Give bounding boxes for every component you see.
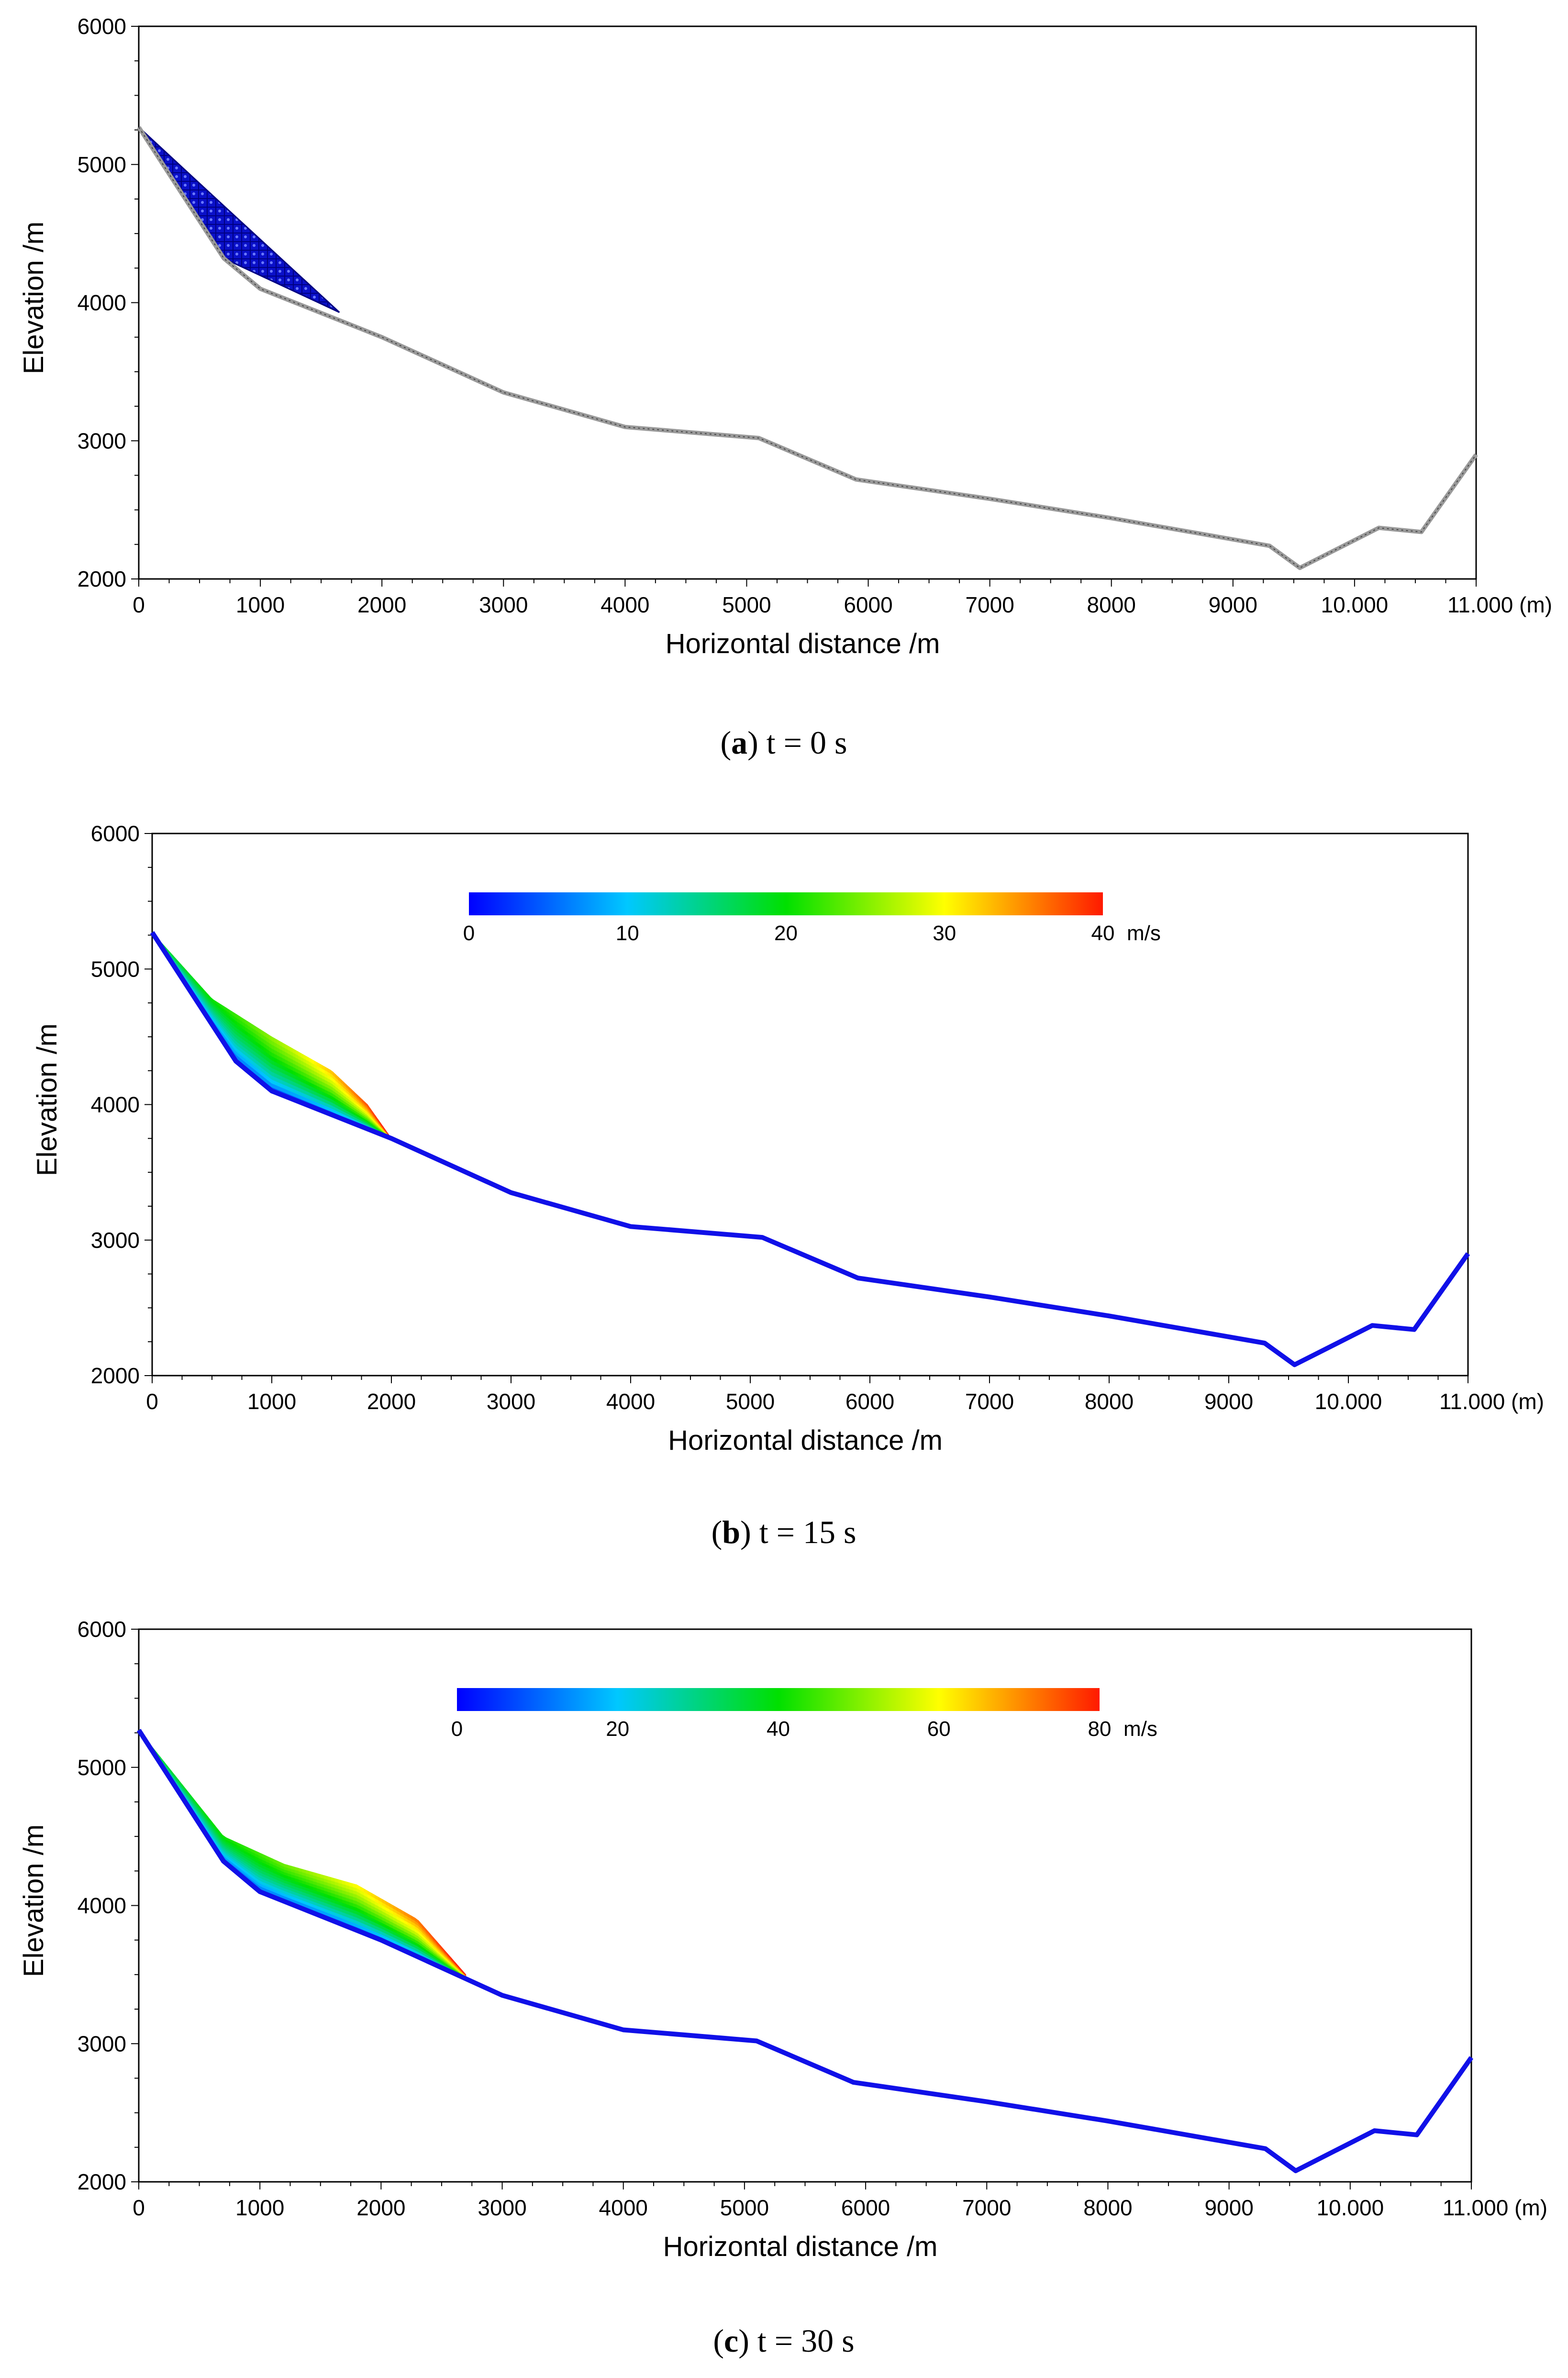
terrain-profile [150,931,1470,1367]
x-tick-label: 5000 [722,592,771,617]
y-tick-label: 2000 [91,1363,140,1388]
y-tick-label: 6000 [78,1617,126,1642]
y-axis-label: Elevation /m [32,1023,63,1176]
x-tick-label: 2000 [367,1389,416,1414]
colorbar-unit: m/s [1123,1717,1157,1741]
colorbar [469,892,1103,915]
x-tick-label: 9000 [1204,2195,1253,2220]
y-tick-label: 4000 [78,290,126,315]
panel-b: 0 1000 2000 3000 4000 5000 6000 7000 8000 9000 10.… [32,821,1544,1550]
y-tick-label: 6000 [78,14,126,39]
panel-caption: (a) t = 0 s [720,724,847,761]
x-axis-label: Horizontal distance /m [668,1425,943,1456]
x-tick-label: 2000 [357,592,406,617]
colorbar-tick-label: 20 [774,922,798,945]
terrain-profile [136,1729,1474,2173]
colorbar-unit: m/s [1127,922,1161,945]
plot-frame [151,833,1469,1377]
x-tick-label: 0 [133,2195,145,2220]
plot-frame [138,25,1477,580]
colorbar-tick-label: 40 [767,1717,790,1741]
x-tick-label: 9000 [1204,1389,1253,1414]
y-tick-label: 5000 [91,956,140,981]
x-tick-label: 7000 [962,2195,1011,2220]
colorbar-tick-label: 60 [927,1717,951,1741]
x-tick-label: 4000 [599,2195,648,2220]
x-tick-label: 7000 [965,1389,1014,1414]
panel-c: 0 1000 2000 3000 4000 5000 6000 7000 8000 9000 10.… [18,1617,1547,2359]
x-tick-label: 6000 [844,592,892,617]
colorbar-tick-label: 20 [606,1717,629,1741]
panel-caption: (b) t = 15 s [712,1514,856,1550]
x-tick-label: 7000 [965,592,1014,617]
x-tick-label: 8000 [1085,1389,1134,1414]
y-tick-label: 3000 [78,428,126,453]
y-tick-label: 3000 [91,1228,140,1253]
x-tick-label: 6000 [841,2195,890,2220]
x-tick-label: 3000 [478,2195,526,2220]
colorbar-tick-label: 0 [451,1717,463,1741]
x-tick-label: 0 [133,592,145,617]
x-tick-label: 3000 [487,1389,535,1414]
colorbar-tick-label: 40 [1091,922,1115,945]
x-tick-label: 9000 [1209,592,1257,617]
y-tick-label: 6000 [91,821,140,846]
x-tick-label: 11.000 (m) [1439,1389,1544,1414]
x-tick-label: 8000 [1087,592,1136,617]
x-tick-label: 11.000 (m) [1447,592,1552,617]
x-tick-label: 10.000 [1315,1389,1382,1414]
y-tick-label: 5000 [78,152,126,177]
y-tick-label: 2000 [78,2169,126,2194]
y-axis-label: Elevation /m [18,222,49,374]
x-tick-label: 0 [146,1389,158,1414]
x-tick-label: 4000 [601,592,649,617]
x-tick-label: 10.000 [1321,592,1389,617]
x-tick-label: 5000 [720,2195,769,2220]
x-tick-label: 11.000 (m) [1443,2195,1547,2220]
x-axis-label: Horizontal distance /m [663,2231,938,2262]
x-tick-label: 2000 [356,2195,405,2220]
y-tick-label: 4000 [78,1893,126,1918]
x-tick-label: 1000 [235,2195,284,2220]
x-tick-label: 1000 [247,1389,296,1414]
x-tick-label: 3000 [479,592,528,617]
x-tick-label: 6000 [845,1389,894,1414]
colorbar [457,1688,1100,1711]
panel-a: 0 1000 2000 3000 4000 5000 6000 7000 8000 9000 10.… [18,14,1552,761]
slide-mass-cell [462,1969,467,1976]
y-tick-label: 3000 [78,2031,126,2056]
y-tick-label: 5000 [78,1755,126,1780]
y-tick-label: 4000 [91,1092,140,1117]
x-tick-label: 5000 [726,1389,775,1414]
terrain-profile-mesh [138,127,1477,569]
colorbar-tick-label: 0 [463,922,475,945]
x-tick-label: 1000 [236,592,285,617]
x-tick-label: 10.000 [1316,2195,1384,2220]
y-tick-label: 2000 [78,567,126,591]
colorbar-tick-label: 80 [1088,1717,1112,1741]
x-tick-label: 8000 [1083,2195,1132,2220]
colorbar-tick-label: 10 [616,922,639,945]
x-axis-label: Horizontal distance /m [666,628,940,659]
panel-caption: (c) t = 30 s [713,2322,854,2359]
x-tick-label: 4000 [606,1389,655,1414]
colorbar-tick-label: 30 [933,922,956,945]
y-axis-label: Elevation /m [18,1824,49,1977]
